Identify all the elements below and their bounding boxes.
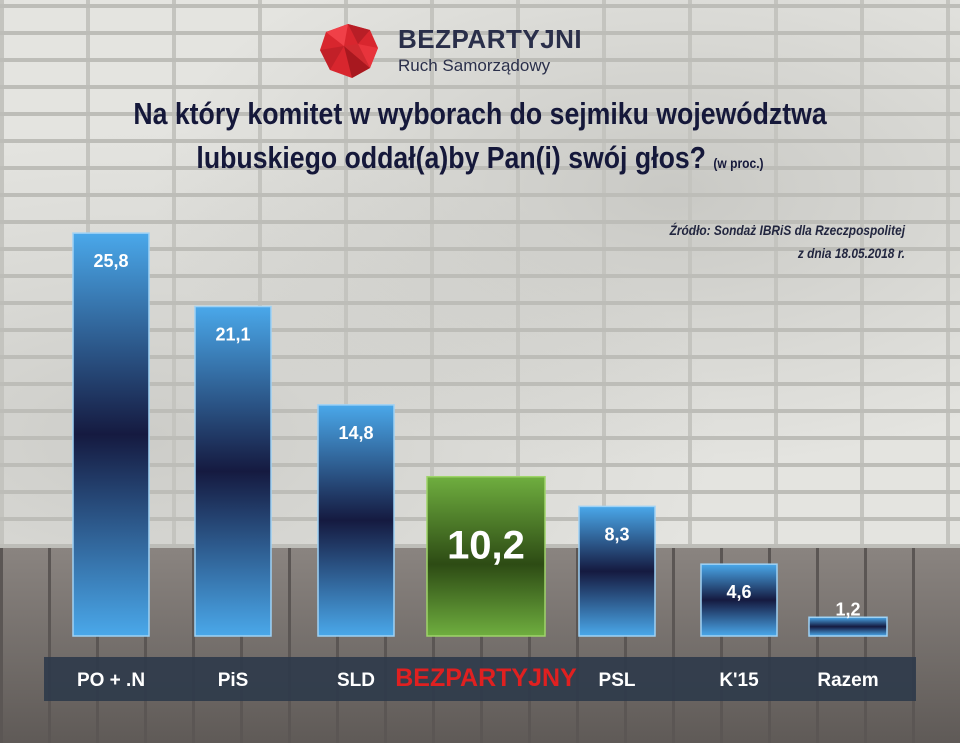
category-label-psl: PSL — [599, 670, 636, 691]
category-label-sld: SLD — [337, 670, 375, 691]
logo-name: BEZPARTYJNI — [398, 24, 583, 54]
bar-k-15 — [700, 563, 778, 637]
bar-bezpartyjny — [426, 475, 546, 637]
value-label-pis: 21,1 — [215, 325, 250, 345]
category-label-razem: Razem — [817, 670, 878, 691]
logo-subtitle: Ruch Samorządowy — [398, 56, 551, 75]
category-label-bezpartyjny: BEZPARTYJNY — [395, 664, 577, 692]
category-label-strip — [44, 657, 916, 701]
value-label-k-15: 4,6 — [726, 582, 751, 602]
chart-title-line-1: Na który komitet w wyborach do sejmiku w… — [133, 96, 827, 131]
category-label-pis: PiS — [218, 670, 249, 691]
value-label-bezpartyjny: 10,2 — [447, 524, 525, 568]
value-label-razem: 1,2 — [835, 599, 860, 619]
category-label-po-n: PO + .N — [77, 670, 145, 691]
bar-pis — [194, 305, 272, 637]
bar-razem — [808, 616, 888, 637]
chart-title-line-2: lubuskiego oddał(a)by Pan(i) swój głos? — [196, 140, 706, 175]
source-line-1: Źródło: Sondaż IBRiS dla Rzeczpospolitej — [669, 222, 905, 238]
logo: BEZPARTYJNI Ruch Samorządowy — [318, 22, 618, 82]
value-label-psl: 8,3 — [604, 524, 629, 544]
bar-sld — [317, 404, 395, 637]
chart-title: Na który komitet w wyborach do sejmiku w… — [102, 92, 859, 185]
category-label-k-15: K'15 — [719, 670, 759, 691]
value-label-po-n: 25,8 — [93, 251, 128, 271]
bar-po-n — [72, 232, 150, 637]
value-label-sld: 14,8 — [338, 423, 373, 443]
source-line-2: z dnia 18.05.2018 r. — [797, 245, 905, 261]
source-note: Źródło: Sondaż IBRiS dla Rzeczpospolitej… — [612, 219, 905, 265]
chart-unit: (w proc.) — [713, 155, 764, 171]
bar-psl — [578, 505, 656, 637]
logo-mark-icon — [320, 24, 378, 78]
brick-wall-background — [0, 0, 960, 548]
